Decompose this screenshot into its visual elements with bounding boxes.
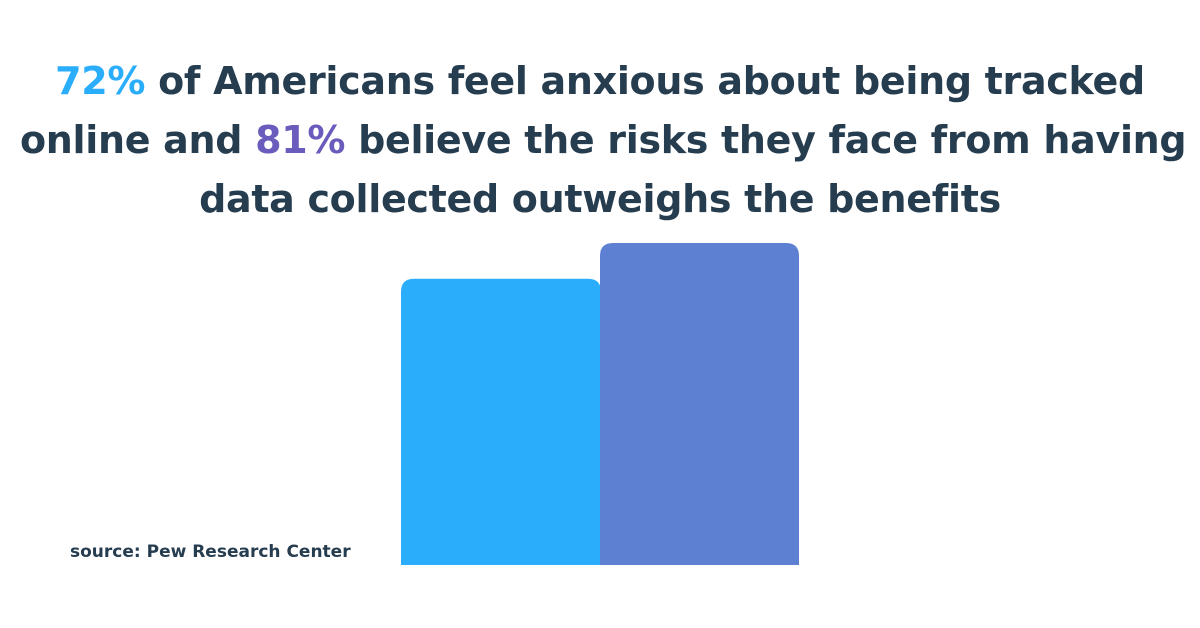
source-citation: source: Pew Research Center <box>70 542 351 562</box>
headline-line-2: online and 81% believe the risks they fa… <box>20 111 1187 170</box>
bar-81-percent <box>600 243 799 565</box>
headline: 72% of Americans feel anxious about bein… <box>20 52 1187 229</box>
stat-81-percent: 81% <box>255 118 346 162</box>
headline-line-1-text: of Americans feel anxious about being tr… <box>145 59 1145 103</box>
headline-line-3: data collected outweighs the benefits <box>199 177 1001 221</box>
headline-line-2-start: online and <box>20 118 256 162</box>
stat-72-percent: 72% <box>55 59 146 103</box>
headline-line-2-text: believe the risks they face from having <box>345 118 1187 162</box>
headline-line-1: 72% of Americans feel anxious about bein… <box>20 52 1180 111</box>
bar-72-percent <box>401 278 601 565</box>
